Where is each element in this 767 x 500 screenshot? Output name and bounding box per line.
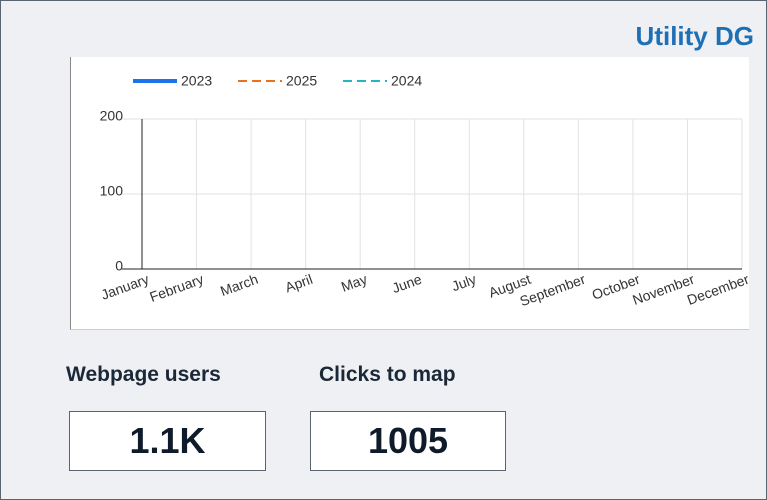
x-tick-label: July	[449, 271, 478, 295]
chart-panel: 0 100 200 January February March April May June J…	[70, 57, 749, 330]
legend-label: 2023	[181, 73, 212, 89]
x-tick-label: June	[390, 271, 424, 296]
y-tick-label: 200	[100, 108, 124, 124]
page-title: Utility DG	[635, 21, 754, 51]
x-tick-label: May	[339, 271, 369, 295]
kpi-value: 1.1K	[69, 411, 266, 471]
kpi-label: Clicks to map	[319, 363, 456, 386]
x-tick-label: January	[99, 271, 151, 303]
y-tick-label: 100	[100, 183, 124, 199]
x-tick-label: December	[685, 271, 749, 308]
y-tick-label: 0	[115, 258, 123, 274]
x-tick-label: April	[283, 271, 315, 296]
legend-label: 2024	[391, 73, 422, 89]
x-tick-label: November	[630, 271, 696, 308]
kpi-label: Webpage users	[66, 363, 221, 386]
legend-label: 2025	[286, 73, 317, 89]
kpi-value: 1005	[310, 411, 506, 471]
x-tick-label: February	[147, 271, 205, 305]
x-tick-label: March	[218, 271, 260, 299]
